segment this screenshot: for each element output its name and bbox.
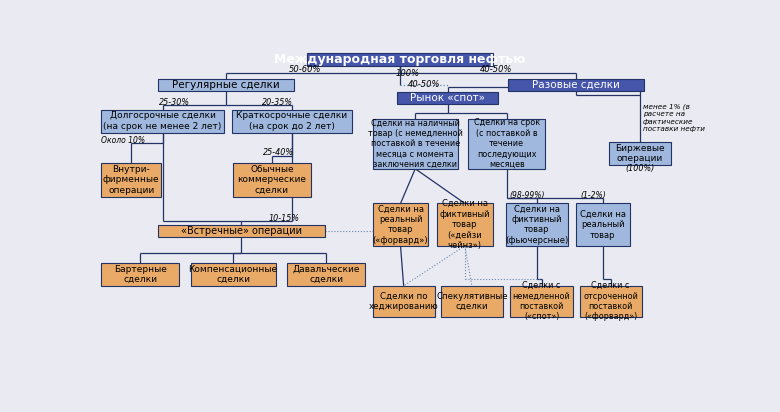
Text: 40-50%: 40-50% [408, 80, 441, 89]
Text: Сделки на
реальный
товар: Сделки на реальный товар [580, 210, 626, 239]
Text: Внутри-
фирменные
операции: Внутри- фирменные операции [103, 165, 160, 195]
Text: (1-2%): (1-2%) [580, 191, 606, 200]
Text: 25-40%: 25-40% [263, 148, 293, 157]
Text: Около 10%: Около 10% [101, 136, 146, 145]
Text: Долгосрочные сделки
(на срок не менее 2 лет): Долгосрочные сделки (на срок не менее 2 … [104, 111, 222, 131]
Text: Разовые сделки: Разовые сделки [532, 80, 620, 90]
Text: Рынок «спот»: Рынок «спот» [410, 93, 485, 103]
Text: Сделки на срок
(с поставкой в
течение
последующих
месяцев: Сделки на срок (с поставкой в течение по… [473, 119, 540, 169]
Text: 50-60%: 50-60% [289, 65, 321, 74]
Text: Сделки на
реальный
товар
(«форвард»): Сделки на реальный товар («форвард») [373, 204, 428, 245]
FancyBboxPatch shape [437, 204, 493, 246]
FancyBboxPatch shape [506, 204, 568, 246]
FancyBboxPatch shape [307, 52, 493, 66]
FancyBboxPatch shape [287, 263, 365, 286]
Text: Регулярные сделки: Регулярные сделки [172, 80, 280, 90]
FancyBboxPatch shape [576, 204, 630, 246]
Text: 10-15%: 10-15% [268, 214, 300, 223]
Text: «Встречные» операции: «Встречные» операции [181, 226, 302, 236]
FancyBboxPatch shape [373, 286, 434, 317]
Text: Краткосрочные сделки
(на срок до 2 лет): Краткосрочные сделки (на срок до 2 лет) [236, 111, 347, 131]
Text: Сделки на наличный
товар (с немедленной
поставкой в течение
месяца с момента
зак: Сделки на наличный товар (с немедленной … [368, 119, 463, 169]
FancyBboxPatch shape [101, 163, 161, 197]
Text: Сделки по
хеджированию: Сделки по хеджированию [369, 292, 438, 311]
Text: Сделки с
отсроченной
поставкой
(«форвард»): Сделки с отсроченной поставкой («форвард… [583, 281, 638, 321]
Text: (100%): (100%) [626, 164, 654, 173]
Text: Биржевые
операции: Биржевые операции [615, 144, 665, 163]
FancyBboxPatch shape [190, 263, 276, 286]
FancyBboxPatch shape [373, 119, 458, 169]
Text: Компенсационные
сделки: Компенсационные сделки [189, 265, 278, 284]
Text: 25-30%: 25-30% [158, 98, 190, 107]
Text: Спекулятивные
сделки: Спекулятивные сделки [436, 292, 508, 311]
FancyBboxPatch shape [158, 225, 324, 237]
Text: Сделки на
фиктивный
товар
(«дейзи
чейнз»): Сделки на фиктивный товар («дейзи чейнз»… [440, 199, 490, 250]
FancyBboxPatch shape [509, 79, 644, 91]
FancyBboxPatch shape [580, 286, 642, 317]
FancyBboxPatch shape [101, 110, 224, 133]
Text: Международная торговля нефтью: Международная торговля нефтью [274, 53, 526, 66]
FancyBboxPatch shape [468, 119, 545, 169]
Text: Обычные
коммерческие
сделки: Обычные коммерческие сделки [237, 165, 307, 195]
FancyBboxPatch shape [441, 286, 503, 317]
Text: 100%: 100% [395, 69, 420, 78]
Text: Сделки с
немедленной
поставкой
(«спот»): Сделки с немедленной поставкой («спот») [512, 281, 570, 321]
FancyBboxPatch shape [398, 92, 498, 104]
FancyBboxPatch shape [609, 142, 671, 165]
FancyBboxPatch shape [373, 204, 428, 246]
Text: 40-50%: 40-50% [480, 65, 512, 74]
Text: Бартерные
сделки: Бартерные сделки [114, 265, 167, 284]
Text: 20-35%: 20-35% [262, 98, 293, 107]
FancyBboxPatch shape [233, 163, 310, 197]
Text: Сделки на
фиктивный
товар
(фьючерсные): Сделки на фиктивный товар (фьючерсные) [505, 204, 569, 245]
FancyBboxPatch shape [101, 263, 179, 286]
FancyBboxPatch shape [232, 110, 352, 133]
Text: Давальческие
сделки: Давальческие сделки [292, 265, 360, 284]
Text: (98-99%): (98-99%) [510, 191, 545, 200]
Text: менее 1% (в
расчете на
фактические
поставки нефти: менее 1% (в расчете на фактические поста… [643, 103, 705, 132]
FancyBboxPatch shape [158, 79, 293, 91]
FancyBboxPatch shape [510, 286, 573, 317]
